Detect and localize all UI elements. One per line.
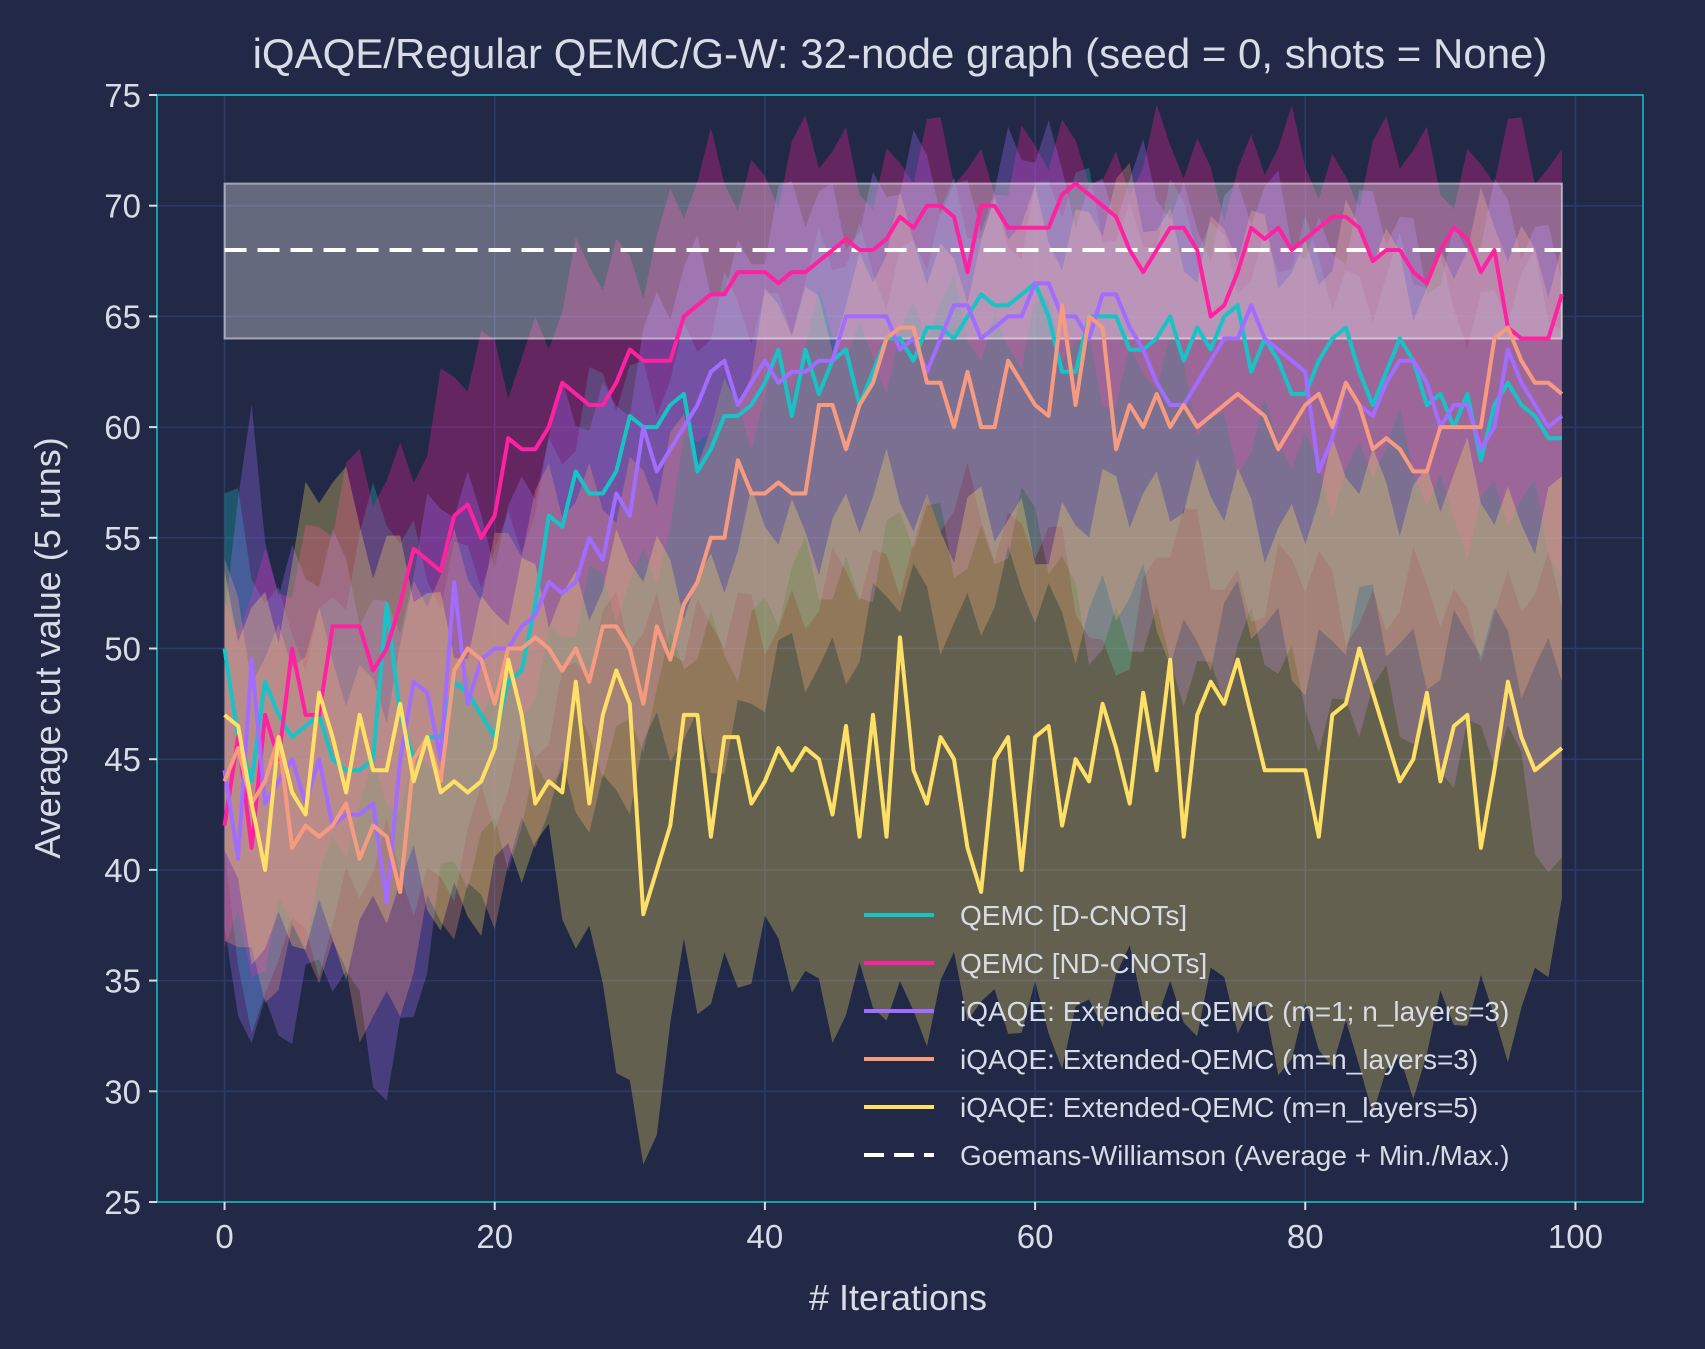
y-tick-label: 60 xyxy=(104,409,141,446)
series-line xyxy=(222,281,1562,784)
legend-label: QEMC [ND-CNOTs] xyxy=(960,948,1207,979)
series-bands xyxy=(224,104,1562,1165)
legend-label: Goemans-Williamson (Average + Min./Max.) xyxy=(960,1140,1510,1171)
x-tick-label: 100 xyxy=(1548,1218,1603,1255)
reference-band xyxy=(223,182,1563,340)
y-tick-label: 40 xyxy=(104,852,141,889)
series-line xyxy=(223,635,1564,917)
y-tick-label: 65 xyxy=(104,298,141,335)
series-line xyxy=(222,181,1564,850)
y-tick-label: 45 xyxy=(104,741,141,778)
x-tick-label: 60 xyxy=(1017,1218,1054,1255)
series-line xyxy=(222,303,1564,894)
y-tick-label: 25 xyxy=(104,1184,141,1221)
series-band xyxy=(224,167,1562,1034)
y-tick-label: 30 xyxy=(104,1073,141,1110)
series-lines xyxy=(222,181,1564,917)
y-tick-label: 75 xyxy=(104,77,141,114)
x-tick-label: 80 xyxy=(1287,1218,1324,1255)
y-tick-label: 70 xyxy=(104,188,141,225)
series-band xyxy=(224,162,1562,1043)
legend-label: iQAQE: Extended-QEMC (m=n_layers=5) xyxy=(960,1092,1478,1123)
x-tick-label: 0 xyxy=(215,1218,233,1255)
legend-label: iQAQE: Extended-QEMC (m=1; n_layers=3) xyxy=(960,996,1509,1027)
x-axis-label: # Iterations xyxy=(809,1277,987,1318)
series-band xyxy=(224,104,1562,978)
y-tick-label: 50 xyxy=(104,631,141,668)
legend: QEMC [D-CNOTs] QEMC [ND-CNOTs] iQAQE: Exte… xyxy=(864,900,1510,1171)
axis-ticks: 0 20 40 60 80 100 25 30 35 40 45 50 55 60 65 70 75 xyxy=(104,77,1603,1255)
x-tick-label: 20 xyxy=(476,1218,513,1255)
legend-label: QEMC [D-CNOTs] xyxy=(960,900,1187,931)
y-tick-label: 35 xyxy=(104,963,141,1000)
legend-label: iQAQE: Extended-QEMC (m=n_layers=3) xyxy=(960,1044,1478,1075)
y-tick-label: 55 xyxy=(104,520,141,557)
x-tick-label: 40 xyxy=(747,1218,784,1255)
series-band xyxy=(224,437,1562,1165)
series-band xyxy=(224,120,1562,1101)
y-axis-label: Average cut value (5 runs) xyxy=(27,437,68,859)
chart-title: iQAQE/Regular QEMC/G-W: 32-node graph (s… xyxy=(253,30,1548,77)
gw-min-max-band xyxy=(223,182,1563,340)
